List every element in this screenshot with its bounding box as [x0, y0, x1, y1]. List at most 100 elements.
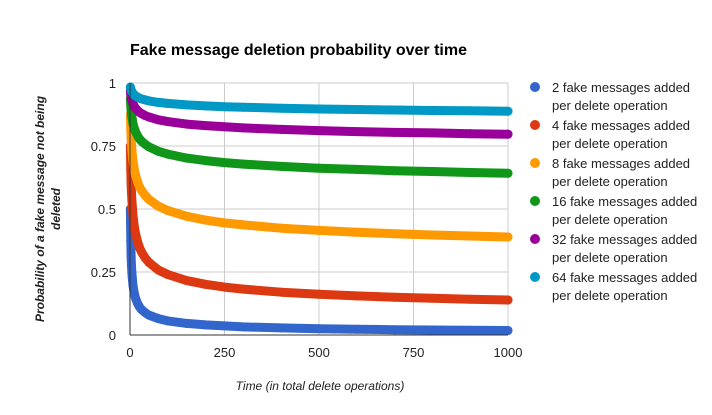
- x-tick-label: 0: [126, 345, 133, 360]
- data-point: [465, 129, 475, 139]
- data-point: [127, 188, 137, 198]
- legend-label: 16 fake messages added: [552, 194, 697, 209]
- data-point: [163, 206, 173, 216]
- data-point: [503, 106, 513, 116]
- data-point: [128, 211, 138, 221]
- data-point: [163, 270, 173, 280]
- series-5: [125, 86, 513, 139]
- chart-title: Fake message deletion probability over t…: [130, 42, 467, 59]
- y-axis-label: Probability of a fake message not being …: [33, 95, 63, 322]
- data-point: [127, 261, 137, 271]
- data-point: [390, 127, 400, 137]
- legend-item-1: 2 fake messages added per delete operatio…: [530, 80, 690, 113]
- data-point: [163, 117, 173, 127]
- data-point: [201, 320, 211, 330]
- data-point: [144, 194, 154, 204]
- data-point: [314, 126, 324, 136]
- data-point: [153, 265, 163, 275]
- data-point: [126, 251, 136, 261]
- legend-label: per delete operation: [552, 212, 668, 227]
- data-point: [314, 289, 324, 299]
- series-2: [125, 141, 513, 305]
- data-point: [465, 106, 475, 116]
- x-tick-label: 1000: [494, 345, 523, 360]
- legend-marker: [530, 82, 540, 92]
- data-point: [153, 97, 163, 107]
- data-point: [220, 102, 229, 112]
- legend-item-3: 8 fake messages added per delete operatio…: [530, 156, 690, 189]
- y-tick-label: 0.25: [91, 265, 116, 280]
- data-point: [465, 294, 475, 304]
- data-point: [352, 164, 362, 174]
- legend-label: 4 fake messages added: [552, 118, 690, 133]
- data-point: [276, 223, 286, 233]
- data-point: [427, 325, 437, 335]
- legend-item-5: 32 fake messages added per delete operati…: [530, 232, 697, 265]
- data-point: [427, 166, 437, 176]
- data-point: [182, 100, 192, 110]
- data-point: [352, 104, 362, 114]
- data-point: [153, 146, 163, 156]
- series-layer: [125, 82, 513, 335]
- x-tick-label: 500: [308, 345, 330, 360]
- data-point: [182, 276, 192, 286]
- data-point: [390, 325, 400, 335]
- data-point: [390, 292, 400, 302]
- data-point: [276, 323, 286, 333]
- data-point: [220, 122, 229, 132]
- data-point: [144, 112, 154, 122]
- data-point: [314, 324, 324, 334]
- data-point: [182, 318, 192, 328]
- data-point: [201, 101, 211, 111]
- data-point: [220, 321, 229, 331]
- data-point: [238, 322, 248, 332]
- grid: [130, 82, 509, 335]
- x-axis-label: Time (in total delete operations): [236, 379, 405, 393]
- legend: 2 fake messages added per delete operatio…: [530, 80, 697, 303]
- data-point: [153, 201, 163, 211]
- data-point: [220, 218, 229, 228]
- data-point: [427, 293, 437, 303]
- data-point: [163, 98, 173, 108]
- legend-item-4: 16 fake messages added per delete operati…: [530, 194, 697, 227]
- data-point: [390, 166, 400, 176]
- legend-label: 2 fake messages added: [552, 80, 690, 95]
- data-point: [503, 129, 513, 139]
- data-point: [144, 257, 154, 267]
- series-6: [125, 82, 513, 116]
- data-point: [144, 96, 154, 106]
- data-point: [390, 229, 400, 239]
- data-point: [427, 128, 437, 138]
- data-point: [238, 284, 248, 294]
- data-point: [276, 161, 286, 171]
- data-point: [131, 229, 141, 239]
- axes: [129, 83, 508, 336]
- data-point: [144, 310, 154, 320]
- data-point: [220, 158, 229, 168]
- data-point: [201, 121, 211, 131]
- data-point: [182, 119, 192, 129]
- data-point: [163, 149, 173, 159]
- legend-label: per delete operation: [552, 136, 668, 151]
- data-point: [238, 123, 248, 133]
- legend-label: per delete operation: [552, 174, 668, 189]
- legend-marker: [530, 234, 540, 244]
- data-point: [201, 215, 211, 225]
- legend-label: per delete operation: [552, 98, 668, 113]
- data-point: [352, 324, 362, 334]
- legend-label: 64 fake messages added: [552, 270, 697, 285]
- y-axis-label-line-2: deleted: [49, 187, 63, 230]
- data-point: [352, 227, 362, 237]
- legend-label: per delete operation: [552, 250, 668, 265]
- data-point: [427, 105, 437, 115]
- data-point: [503, 168, 513, 178]
- data-point: [314, 225, 324, 235]
- data-point: [276, 103, 286, 113]
- data-point: [163, 316, 173, 326]
- legend-marker: [530, 272, 540, 282]
- x-tick-label: 250: [214, 345, 236, 360]
- data-point: [390, 105, 400, 115]
- legend-label: 32 fake messages added: [552, 232, 697, 247]
- y-tick-label: 0.75: [91, 139, 116, 154]
